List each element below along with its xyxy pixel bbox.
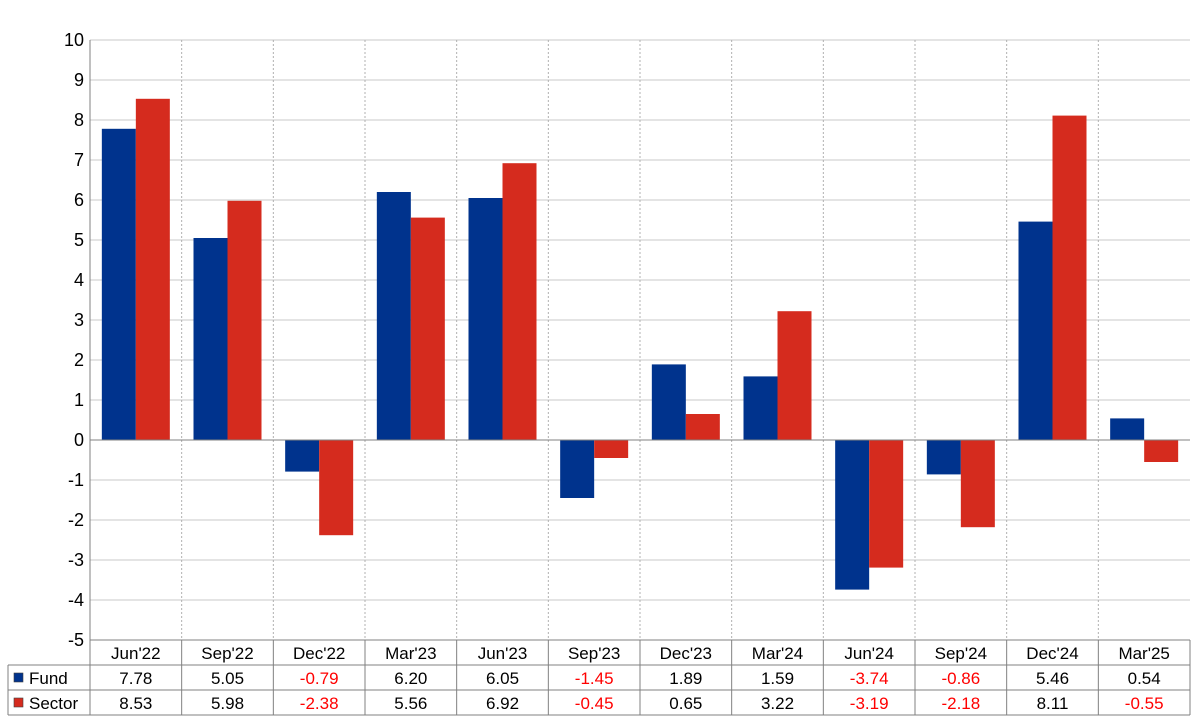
data-label: 5.56 — [394, 694, 427, 713]
fund-bar — [1018, 221, 1053, 440]
data-label: 8.11 — [1037, 694, 1069, 713]
sector-bar — [777, 311, 812, 440]
data-label: 6.05 — [486, 669, 519, 688]
data-label: 7.78 — [119, 669, 152, 688]
data-label: 1.59 — [761, 669, 794, 688]
data-label: -0.86 — [941, 669, 980, 688]
y-tick-label: 2 — [74, 350, 84, 370]
category-label: Mar'23 — [385, 644, 436, 663]
data-label: -0.79 — [300, 669, 339, 688]
fund-bar — [101, 128, 136, 441]
y-tick-label: -5 — [68, 630, 84, 650]
sector-bar — [960, 440, 995, 528]
fund-bar — [376, 192, 411, 440]
data-table: Jun'22 Sep'22 Dec'22 Mar'23 Jun'23 Sep'23 Dec'… — [7, 639, 1191, 716]
sector-bar — [135, 98, 170, 441]
data-label: -3.19 — [850, 694, 889, 713]
category-label: Jun'22 — [111, 644, 161, 663]
data-label: 1.89 — [669, 669, 702, 688]
y-tick-label: 8 — [74, 110, 84, 130]
data-label: 3.22 — [761, 694, 794, 713]
category-label: Mar'25 — [1118, 644, 1169, 663]
data-label: -0.45 — [575, 694, 614, 713]
legend-swatch — [13, 672, 24, 683]
sector-bar — [410, 217, 445, 440]
sector-bar — [1144, 440, 1179, 462]
category-label: Jun'24 — [844, 644, 894, 663]
legend-label: Fund — [29, 669, 68, 688]
data-label: -2.18 — [941, 694, 980, 713]
fund-bar — [1110, 418, 1145, 440]
y-tick-label: 10 — [64, 30, 84, 50]
category-label: Sep'24 — [935, 644, 987, 663]
y-tick-label: -2 — [68, 510, 84, 530]
data-label: 8.53 — [119, 694, 152, 713]
fund-bar — [193, 238, 228, 440]
y-tick-label: 6 — [74, 190, 84, 210]
data-label: 5.05 — [211, 669, 244, 688]
sector-bar — [502, 163, 537, 440]
sector-bar — [319, 440, 354, 536]
y-tick-label: 9 — [74, 70, 84, 90]
sector-bar — [1052, 115, 1087, 440]
fund-bar — [835, 440, 870, 590]
y-tick-label: 1 — [74, 390, 84, 410]
data-label: -3.74 — [850, 669, 889, 688]
y-tick-label: 3 — [74, 310, 84, 330]
sector-bar — [869, 440, 904, 568]
sector-bar — [685, 414, 720, 440]
data-label: -0.55 — [1125, 694, 1164, 713]
data-label: 5.46 — [1036, 669, 1069, 688]
data-label: 0.54 — [1128, 669, 1161, 688]
category-label: Dec'23 — [660, 644, 712, 663]
data-label: -2.38 — [300, 694, 339, 713]
data-label: 6.92 — [486, 694, 519, 713]
y-tick-label: -3 — [68, 550, 84, 570]
data-label: -1.45 — [575, 669, 614, 688]
y-tick-label: 4 — [74, 270, 84, 290]
fund-bar — [651, 364, 686, 440]
fund-bar — [743, 376, 778, 440]
legend-swatch — [13, 697, 24, 708]
data-label: 6.20 — [394, 669, 427, 688]
fund-bar — [468, 198, 503, 440]
y-tick-label: -1 — [68, 470, 84, 490]
category-label: Mar'24 — [752, 644, 803, 663]
fund-bar — [926, 440, 961, 475]
data-label: 0.65 — [669, 694, 702, 713]
fund-bar — [560, 440, 595, 498]
y-tick-label: 0 — [74, 430, 84, 450]
sector-bar — [594, 440, 629, 458]
bars — [101, 98, 1179, 590]
legend-label: Sector — [29, 694, 78, 713]
category-label: Dec'24 — [1026, 644, 1078, 663]
axes — [89, 40, 1190, 715]
sector-bar — [227, 200, 262, 440]
data-label: 5.98 — [211, 694, 244, 713]
category-label: Dec'22 — [293, 644, 345, 663]
category-label: Sep'23 — [568, 644, 620, 663]
category-label: Sep'22 — [201, 644, 253, 663]
fund-bar — [285, 440, 320, 472]
y-tick-label: -4 — [68, 590, 84, 610]
y-tick-label: 5 — [74, 230, 84, 250]
category-label: Jun'23 — [478, 644, 528, 663]
y-tick-label: 7 — [74, 150, 84, 170]
